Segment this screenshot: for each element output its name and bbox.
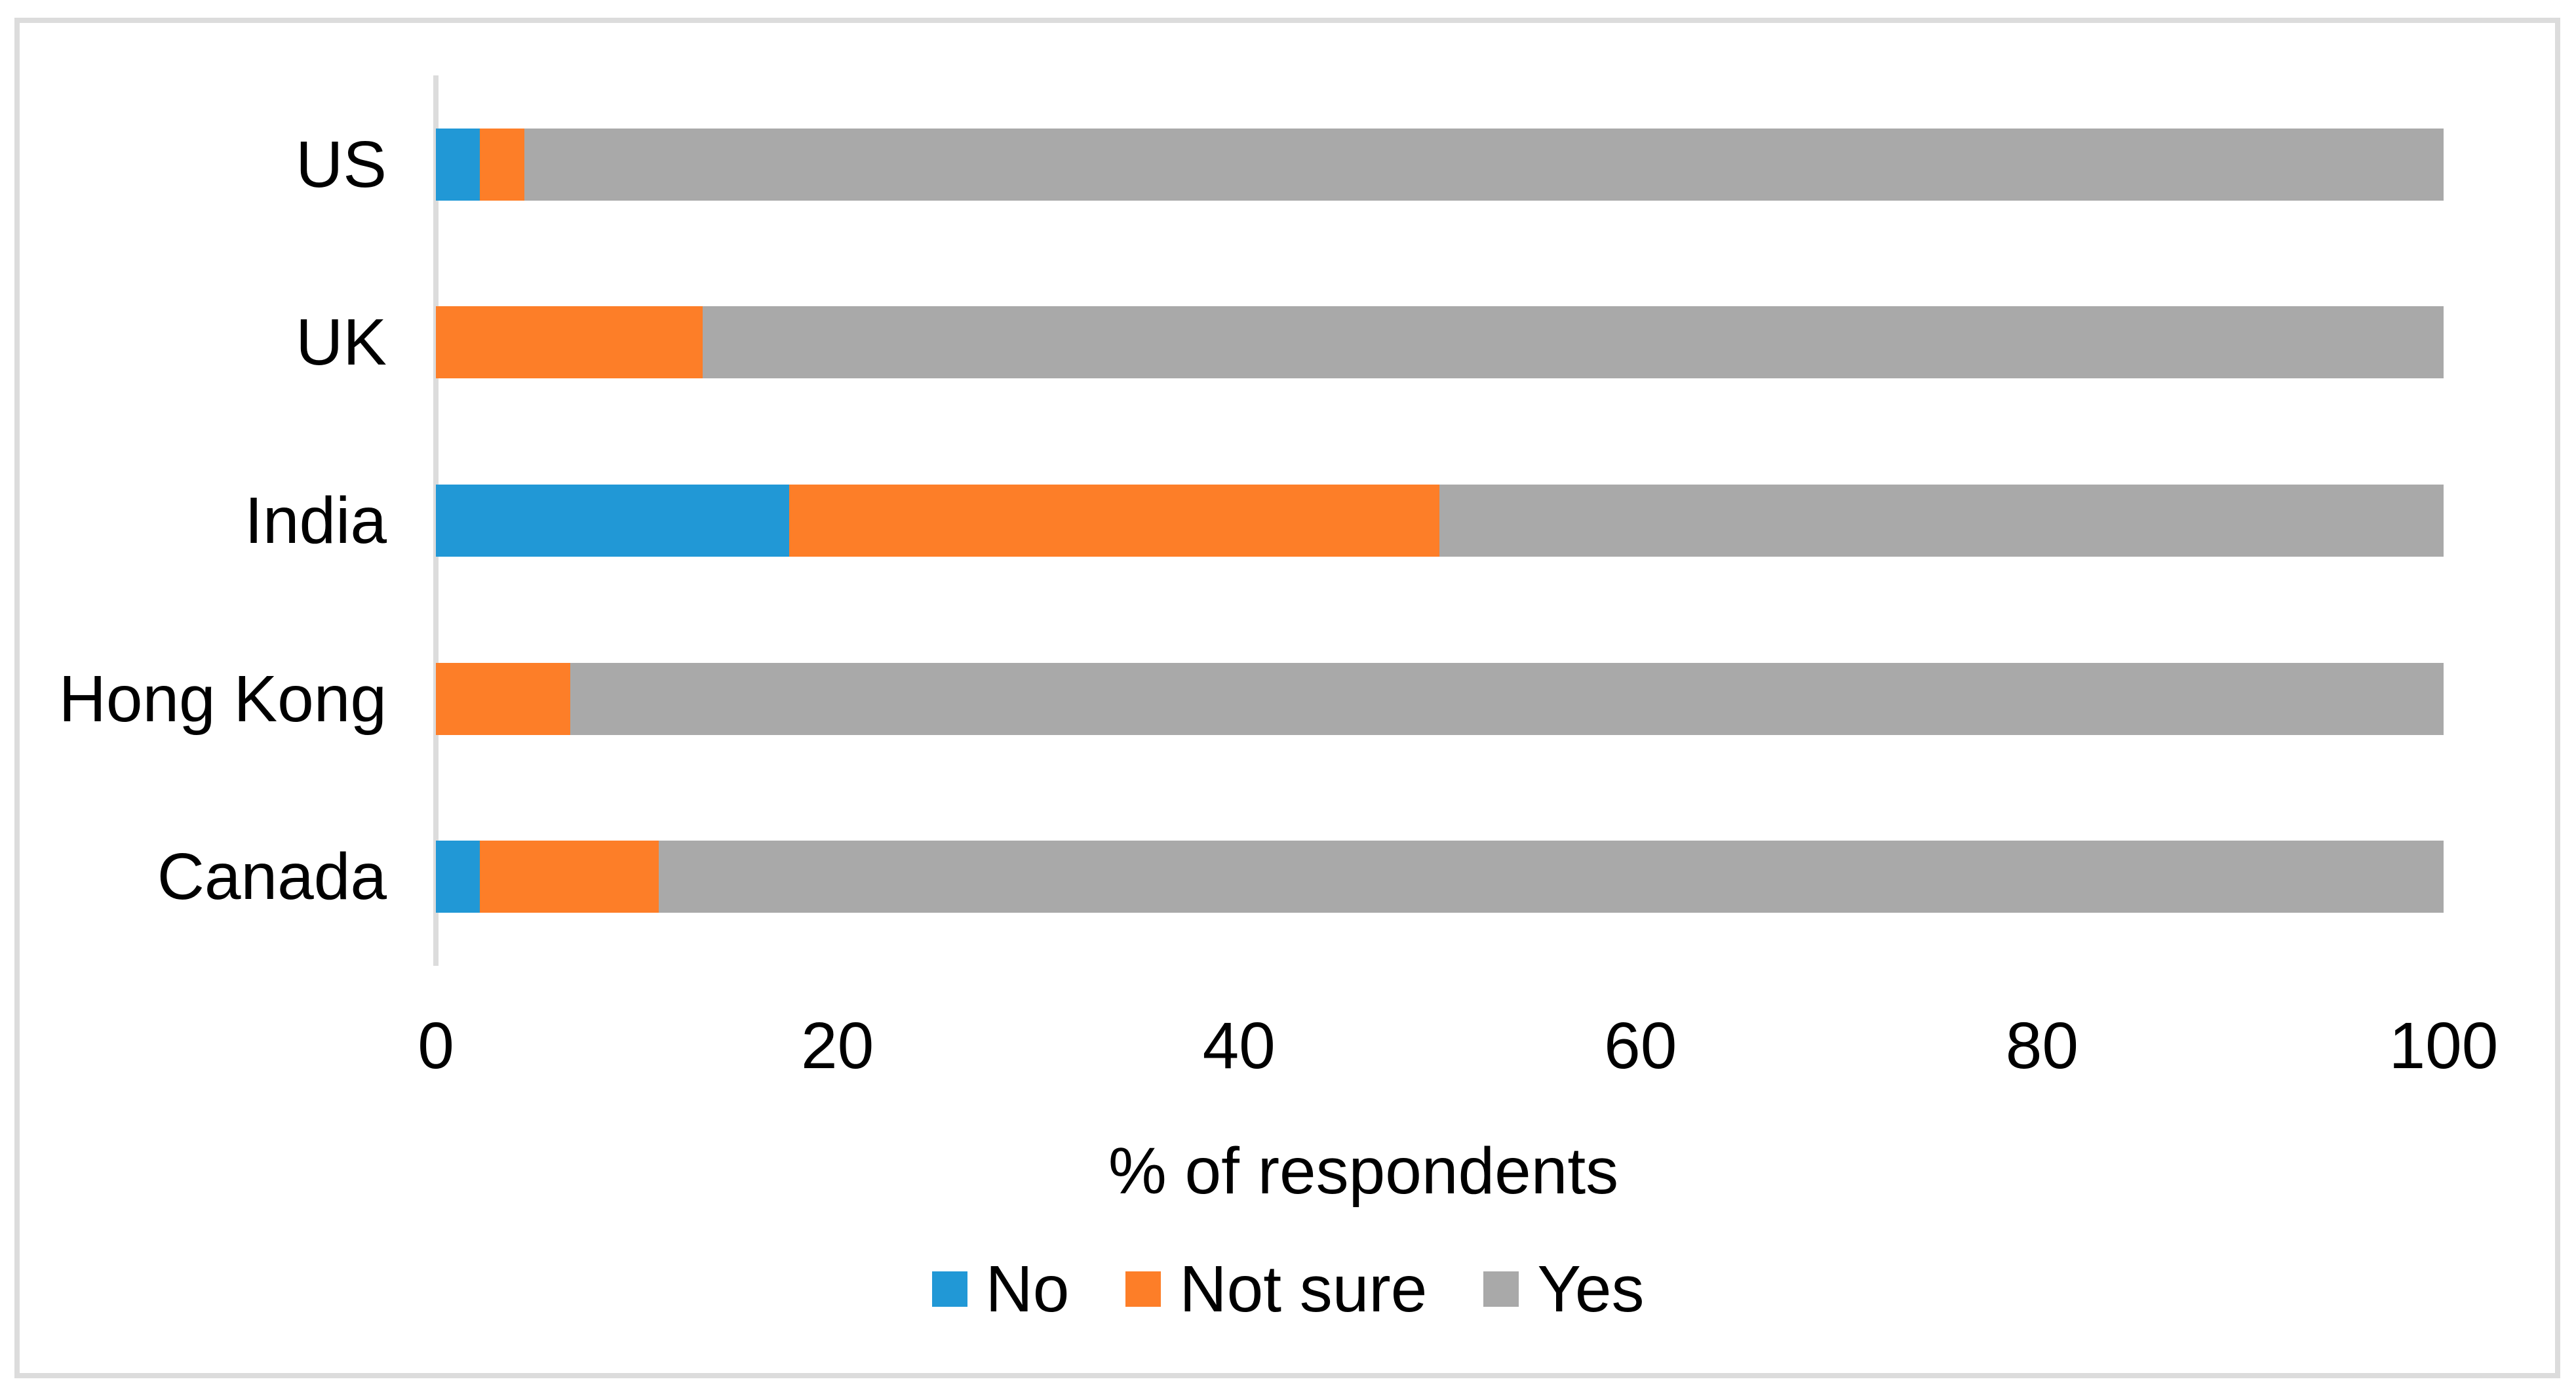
category-label-canada: Canada [157, 840, 387, 914]
category-label-india: India [244, 484, 387, 557]
legend-item-yes: Yes [1483, 1253, 1644, 1325]
bar-row-india [436, 485, 2444, 557]
bar-row-hong-kong [436, 662, 2444, 735]
bar-segment-not-sure-us [480, 128, 524, 201]
x-tick-label-40: 40 [1202, 1009, 1276, 1083]
x-tick-label-60: 60 [1604, 1009, 1677, 1083]
category-label-hong-kong: Hong Kong [58, 662, 387, 736]
bar-row-uk [436, 306, 2444, 379]
x-tick-label-100: 100 [2389, 1009, 2499, 1083]
x-axis-ticks: 0 20 40 60 80 100 [418, 1009, 2498, 1083]
x-tick-label-80: 80 [2005, 1009, 2079, 1083]
legend-label-no: No [985, 1252, 1070, 1326]
bar-row-us [436, 128, 2444, 201]
x-tick-label-0: 0 [418, 1009, 454, 1083]
bar-segment-yes-canada [658, 841, 2444, 913]
legend-label-yes: Yes [1537, 1252, 1645, 1326]
legend: No Not sure Yes [0, 1252, 2576, 1326]
legend-swatch-not-sure [1125, 1271, 1161, 1307]
legend-swatch-yes [1483, 1271, 1519, 1307]
bar-segment-no-canada [436, 841, 480, 913]
plot-area [433, 75, 2444, 966]
bar-segment-yes-us [524, 128, 2444, 201]
legend-swatch-no [931, 1271, 967, 1307]
x-tick-label-20: 20 [800, 1009, 874, 1083]
bar-segment-yes-uk [703, 306, 2444, 379]
category-label-uk: UK [296, 306, 387, 380]
bar-segment-not-sure-canada [480, 841, 659, 913]
bar-segment-yes-india [1439, 485, 2444, 557]
bar-segment-no-us [436, 128, 480, 201]
bar-segment-not-sure-uk [436, 306, 703, 379]
category-axis: US UK India Hong Kong Canada [20, 75, 387, 966]
category-label-us: US [296, 127, 387, 201]
bar-row-canada [436, 841, 2444, 913]
legend-label-not-sure: Not sure [1179, 1252, 1428, 1326]
bar-segment-not-sure-india [789, 485, 1440, 557]
x-axis-title: % of respondents [1108, 1134, 1619, 1208]
bar-segment-not-sure-hong-kong [436, 662, 571, 735]
legend-item-no: No [931, 1252, 1070, 1326]
bar-segment-yes-hong-kong [570, 662, 2444, 735]
legend-item-not-sure: Not sure [1125, 1253, 1427, 1325]
bar-segment-no-india [436, 485, 790, 557]
